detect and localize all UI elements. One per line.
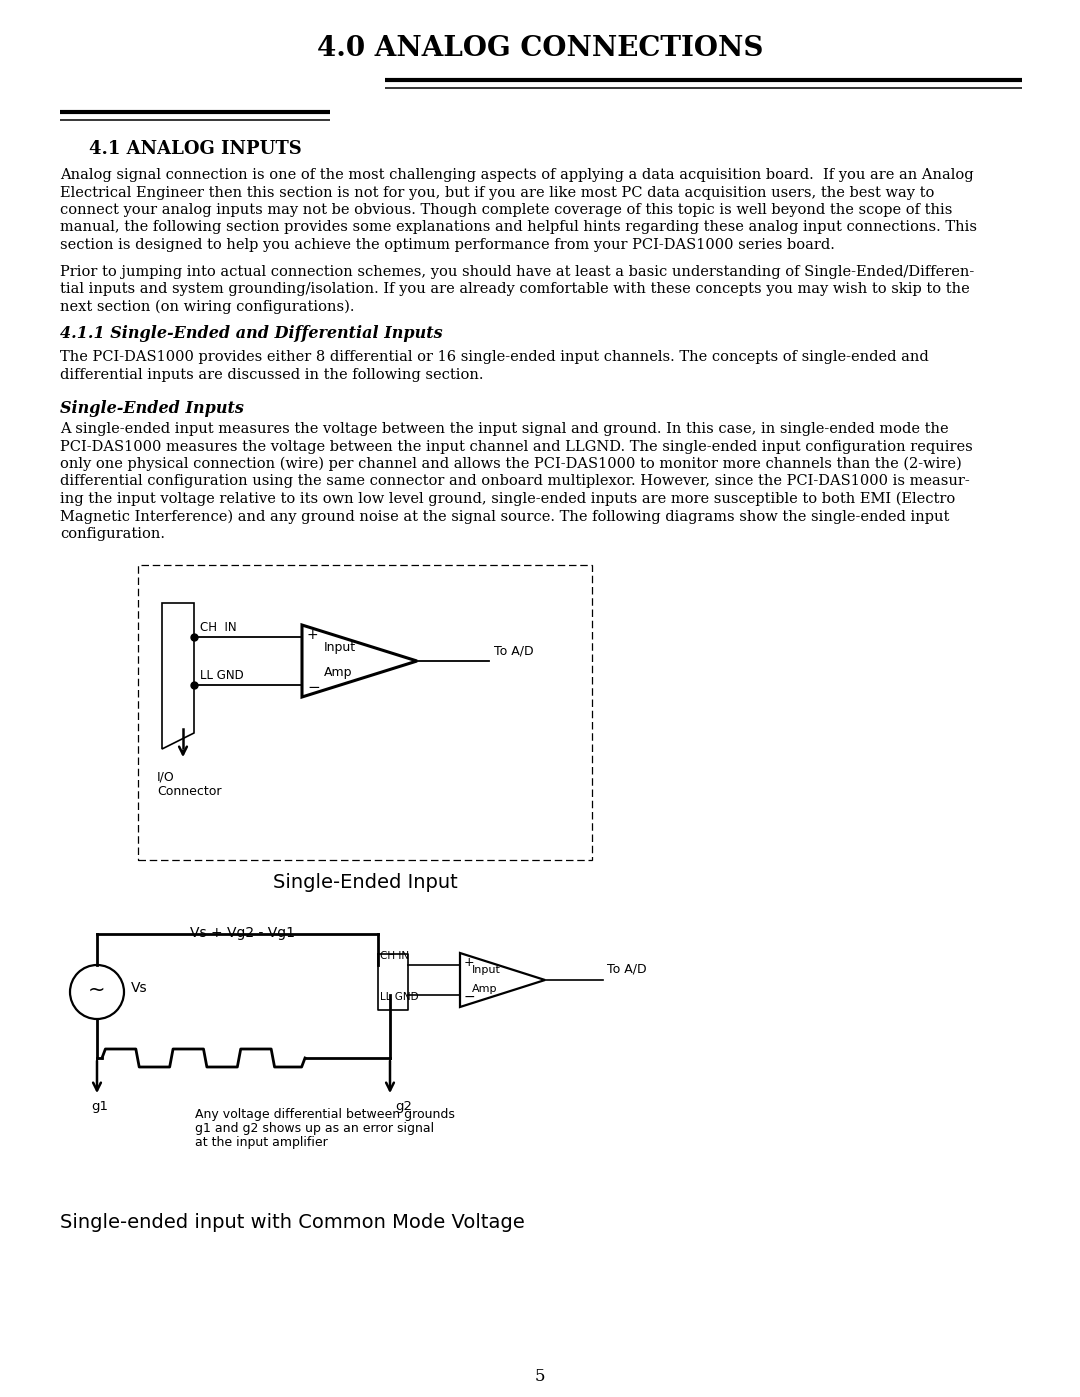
- Text: tial inputs and system grounding/isolation. If you are already comfortable with : tial inputs and system grounding/isolati…: [60, 282, 970, 296]
- Text: LL GND: LL GND: [200, 669, 244, 682]
- Text: Analog signal connection is one of the most challenging aspects of applying a da: Analog signal connection is one of the m…: [60, 168, 974, 182]
- Text: manual, the following section provides some explanations and helpful hints regar: manual, the following section provides s…: [60, 221, 977, 235]
- Text: 4.1.1 Single-Ended and Differential Inputs: 4.1.1 Single-Ended and Differential Inpu…: [60, 326, 443, 342]
- Text: 4.0 ANALOG CONNECTIONS: 4.0 ANALOG CONNECTIONS: [316, 35, 764, 61]
- Text: Amp: Amp: [472, 983, 498, 995]
- Text: at the input amplifier: at the input amplifier: [195, 1136, 327, 1148]
- Text: Prior to jumping into actual connection schemes, you should have at least a basi: Prior to jumping into actual connection …: [60, 265, 974, 279]
- Text: The PCI-DAS1000 provides either 8 differential or 16 single-ended input channels: The PCI-DAS1000 provides either 8 differ…: [60, 351, 929, 365]
- Bar: [138, 564, 592, 861]
- Text: differential inputs are discussed in the following section.: differential inputs are discussed in the…: [60, 367, 484, 381]
- Text: section is designed to help you achieve the optimum performance from your PCI-DA: section is designed to help you achieve …: [60, 237, 835, 251]
- Text: Single-ended input with Common Mode Voltage: Single-ended input with Common Mode Volt…: [60, 1213, 525, 1232]
- Text: PCI-DAS1000 measures the voltage between the input channel and LLGND. The single: PCI-DAS1000 measures the voltage between…: [60, 440, 973, 454]
- Text: A single-ended input measures the voltage between the input signal and ground. I: A single-ended input measures the voltag…: [60, 422, 948, 436]
- Text: Vs: Vs: [131, 981, 148, 995]
- Text: 4.1 ANALOG INPUTS: 4.1 ANALOG INPUTS: [89, 140, 301, 158]
- Text: Single-Ended Input: Single-Ended Input: [272, 873, 457, 893]
- Text: Any voltage differential between grounds: Any voltage differential between grounds: [195, 1108, 455, 1120]
- Text: +: +: [307, 629, 319, 643]
- Text: CH IN: CH IN: [380, 951, 409, 961]
- Text: 5: 5: [535, 1368, 545, 1384]
- Text: differential configuration using the same connector and onboard multiplexor. How: differential configuration using the sam…: [60, 475, 970, 489]
- Text: ~: ~: [89, 981, 106, 1000]
- Text: Input: Input: [472, 965, 501, 975]
- Text: LL GND: LL GND: [380, 992, 419, 1002]
- Text: Vs + Vg2 - Vg1: Vs + Vg2 - Vg1: [190, 926, 295, 940]
- Text: To A/D: To A/D: [607, 963, 647, 977]
- Text: To A/D: To A/D: [494, 644, 534, 657]
- Text: Input: Input: [324, 641, 356, 654]
- Text: Amp: Amp: [324, 666, 352, 679]
- Text: +: +: [464, 957, 474, 970]
- Text: CH  IN: CH IN: [200, 622, 237, 634]
- Text: next section (on wiring configurations).: next section (on wiring configurations).: [60, 300, 354, 314]
- Text: connect your analog inputs may not be obvious. Though complete coverage of this : connect your analog inputs may not be ob…: [60, 203, 953, 217]
- Text: only one physical connection (wire) per channel and allows the PCI-DAS1000 to mo: only one physical connection (wire) per …: [60, 457, 962, 471]
- Text: Electrical Engineer then this section is not for you, but if you are like most P: Electrical Engineer then this section is…: [60, 186, 934, 200]
- Text: g2: g2: [395, 1099, 411, 1113]
- Text: −: −: [307, 679, 320, 694]
- Text: Magnetic Interference) and any ground noise at the signal source. The following : Magnetic Interference) and any ground no…: [60, 510, 949, 524]
- Text: I/O: I/O: [157, 770, 175, 782]
- Text: Connector: Connector: [157, 785, 221, 798]
- Text: configuration.: configuration.: [60, 527, 165, 541]
- Text: Single-Ended Inputs: Single-Ended Inputs: [60, 400, 244, 416]
- Text: g1: g1: [91, 1099, 108, 1113]
- Text: −: −: [464, 990, 475, 1004]
- Text: ing the input voltage relative to its own low level ground, single-ended inputs : ing the input voltage relative to its ow…: [60, 492, 955, 506]
- Text: g1 and g2 shows up as an error signal: g1 and g2 shows up as an error signal: [195, 1122, 434, 1134]
